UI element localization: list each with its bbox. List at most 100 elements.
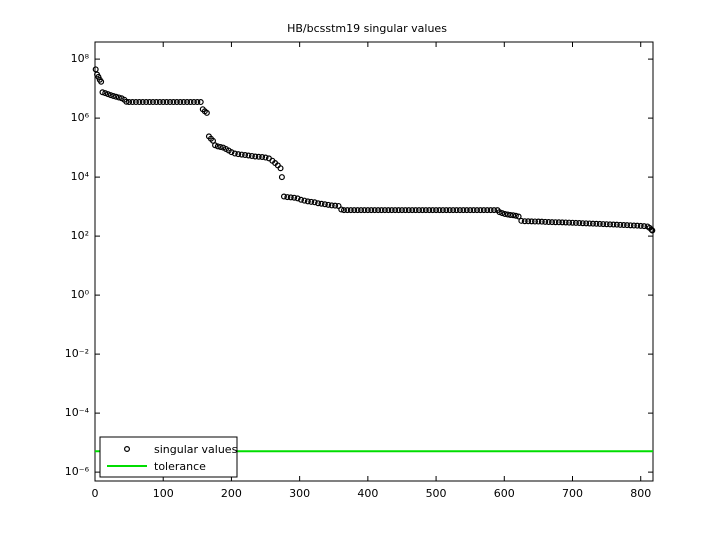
data-point	[298, 196, 305, 203]
data-point	[419, 207, 426, 214]
data-point	[542, 218, 549, 225]
data-point	[301, 197, 308, 204]
y-tick-label: 10⁴	[71, 170, 90, 183]
data-point	[132, 99, 139, 106]
data-point	[398, 207, 405, 214]
data-point	[291, 194, 298, 201]
data-point	[308, 198, 315, 205]
data-point	[167, 99, 174, 106]
data-point	[409, 207, 416, 214]
data-point	[321, 201, 328, 208]
data-point	[385, 207, 392, 214]
data-point	[620, 222, 627, 229]
data-point	[477, 207, 484, 214]
data-point	[416, 207, 423, 214]
data-point	[102, 90, 109, 97]
data-point	[255, 153, 262, 160]
data-point	[589, 220, 596, 227]
data-point	[392, 207, 399, 214]
data-point	[521, 218, 528, 225]
data-point	[607, 221, 614, 228]
legend-box	[99, 436, 238, 478]
data-point	[280, 193, 287, 200]
data-point	[344, 207, 351, 214]
data-point	[586, 220, 593, 227]
data-point	[235, 151, 242, 158]
data-point	[583, 220, 590, 227]
data-point	[217, 143, 224, 150]
data-point	[613, 221, 620, 228]
data-point	[579, 220, 586, 227]
data-point	[552, 219, 559, 226]
y-tick-label: 10⁻⁴	[65, 406, 90, 419]
data-point	[507, 211, 514, 218]
plot-frame	[94, 41, 654, 482]
data-point	[107, 92, 114, 99]
data-point	[518, 217, 525, 224]
data-point	[156, 99, 163, 106]
data-point	[115, 94, 122, 101]
data-point	[318, 200, 325, 207]
data-point	[641, 223, 648, 230]
data-point	[92, 66, 99, 73]
data-point	[354, 207, 361, 214]
data-point	[231, 150, 238, 157]
data-point	[113, 93, 120, 100]
data-point	[153, 99, 160, 106]
x-tick-label: 200	[221, 487, 242, 500]
data-point	[214, 143, 221, 150]
data-point	[559, 219, 566, 226]
data-point	[510, 212, 517, 219]
data-point	[504, 211, 511, 218]
data-point	[212, 142, 219, 149]
data-point	[496, 209, 503, 216]
data-point	[347, 207, 354, 214]
data-point	[259, 154, 266, 161]
data-point	[439, 207, 446, 214]
data-point	[637, 222, 644, 229]
data-point	[531, 218, 538, 225]
x-tick-label: 500	[426, 487, 447, 500]
data-point	[149, 99, 156, 106]
data-point	[304, 198, 311, 205]
data-point	[104, 91, 111, 98]
data-point	[460, 207, 467, 214]
data-point	[332, 202, 339, 209]
data-point	[593, 220, 600, 227]
data-point	[371, 207, 378, 214]
data-point	[143, 99, 150, 106]
data-point	[248, 152, 255, 159]
y-tick-label: 10⁻⁶	[65, 465, 90, 478]
data-point	[453, 207, 460, 214]
data-point	[624, 222, 631, 229]
data-point	[617, 221, 624, 228]
data-point	[378, 207, 385, 214]
data-point	[538, 218, 545, 225]
data-point	[328, 202, 335, 209]
data-point	[470, 207, 477, 214]
data-point	[627, 222, 634, 229]
data-point	[596, 220, 603, 227]
x-tick-label: 0	[92, 487, 99, 500]
data-point	[311, 199, 318, 206]
y-tick-label: 10⁶	[71, 111, 90, 124]
data-point	[487, 207, 494, 214]
data-point	[555, 219, 562, 226]
data-point	[351, 207, 358, 214]
x-tick-label: 600	[494, 487, 515, 500]
data-point	[422, 207, 429, 214]
data-point	[110, 93, 117, 100]
data-point	[535, 218, 542, 225]
data-point	[98, 78, 105, 85]
data-point	[361, 207, 368, 214]
data-point	[576, 220, 583, 227]
data-point	[562, 219, 569, 226]
data-point	[187, 99, 194, 106]
x-tick-label: 100	[153, 487, 174, 500]
data-point	[525, 218, 532, 225]
x-tick-label: 400	[357, 487, 378, 500]
data-point	[160, 99, 167, 106]
data-point	[405, 207, 412, 214]
legend-label: tolerance	[154, 460, 206, 473]
